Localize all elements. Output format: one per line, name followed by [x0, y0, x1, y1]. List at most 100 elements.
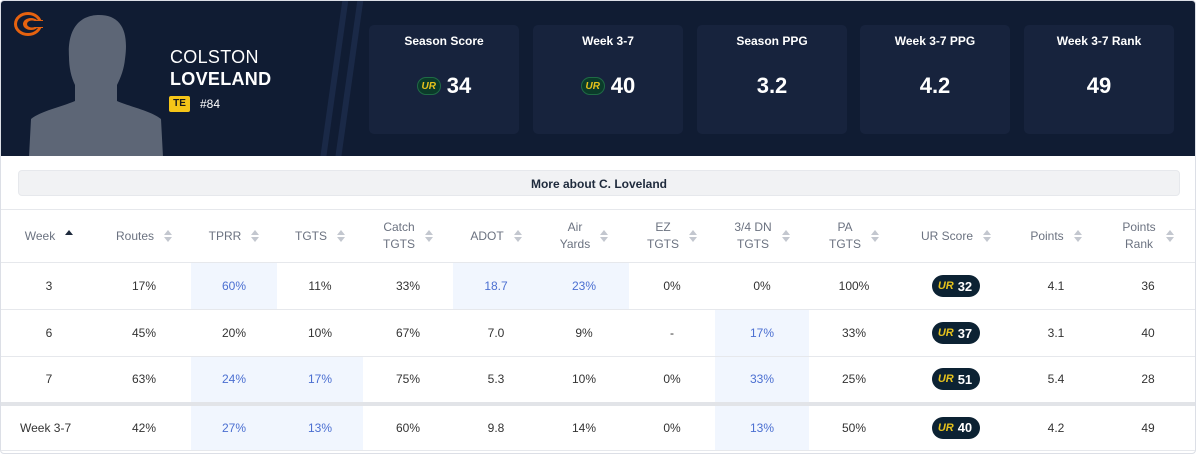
stat-card-season-ppg: Season PPG 3.2: [697, 25, 847, 134]
column-header-catch-tgts[interactable]: Catch TGTS: [363, 209, 453, 263]
stat-card-label: Week 3-7: [582, 34, 634, 48]
sort-icon: [164, 230, 173, 242]
player-silhouette-icon: [29, 15, 163, 156]
stat-card-label: Season PPG: [736, 34, 808, 48]
cell-pa-tgts: 33%: [809, 309, 899, 357]
ur-score-pill: UR 40: [931, 416, 981, 439]
cell-3-4-dn-tgts: 33%: [715, 356, 809, 404]
sort-icon: [781, 230, 790, 242]
cell-points-rank: 28: [1099, 356, 1195, 404]
cell-tgts: 11%: [277, 262, 363, 310]
ur-score-pill: UR 51: [931, 368, 981, 391]
sort-icon: [600, 230, 609, 242]
cell-tprr: 60%: [191, 262, 277, 310]
cell-catch-tgts: 67%: [363, 309, 453, 357]
ur-logo-icon: UR: [937, 373, 954, 386]
cell-pa-tgts: 25%: [809, 356, 899, 404]
stat-card-label: Season Score: [404, 34, 484, 48]
bears-c-logo-icon: [14, 12, 43, 36]
sort-icon: [871, 230, 879, 242]
cell-ez-tgts: -: [629, 309, 715, 357]
sort-icon: [1165, 230, 1174, 242]
cell-pa-tgts: 100%: [809, 262, 899, 310]
ur-logo-icon: UR: [937, 327, 954, 339]
column-header-3-4-dn-tgts[interactable]: 3/4 DN TGTS: [715, 209, 809, 263]
sort-icon: [337, 230, 345, 242]
stat-card-value: 49: [1086, 73, 1112, 98]
player-last-name: LOVELAND: [170, 69, 272, 89]
cell-ur-score: UR 51: [899, 356, 1013, 404]
cell-routes: 17%: [97, 262, 191, 310]
sort-icon: [425, 230, 433, 242]
cell-week: 7: [1, 356, 97, 404]
sort-icon: [1073, 230, 1082, 242]
table-row: 7 63% 24% 17% 75% 5.3 10% 0% 33% 25% UR 5…: [1, 356, 1195, 404]
stat-card-season-score: Season Score UR 34: [369, 25, 519, 134]
more-about-button[interactable]: More about C. Loveland: [18, 170, 1180, 196]
ur-score-pill: UR 32: [931, 275, 981, 297]
table-row: 6 45% 20% 10% 67% 7.0 9% - 17% 33% UR 37 …: [1, 309, 1195, 357]
cell-routes: 42%: [97, 401, 191, 451]
ur-logo-icon: UR: [416, 77, 441, 95]
column-header-tprr[interactable]: TPRR: [191, 209, 277, 263]
column-header-week[interactable]: Week: [1, 209, 97, 263]
column-header-points-rank[interactable]: Points Rank: [1099, 209, 1195, 263]
cell-adot: 5.3: [453, 356, 539, 404]
cell-ez-tgts: 0%: [629, 356, 715, 404]
stat-card-week-range: Week 3-7 UR 40: [533, 25, 683, 134]
ur-logo-icon: UR: [937, 280, 954, 292]
cell-adot: 18.7: [453, 262, 539, 310]
stat-card-week-rank: Week 3-7 Rank 49: [1024, 25, 1174, 134]
cell-points: 5.4: [1013, 356, 1099, 404]
stat-card-label: Week 3-7 Rank: [1056, 34, 1142, 48]
stat-card-week-ppg: Week 3-7 PPG 4.2: [860, 25, 1010, 134]
player-first-name: COLSTON: [170, 47, 259, 67]
cell-tprr: 24%: [191, 356, 277, 404]
cell-tprr: 27%: [191, 401, 277, 451]
cell-catch-tgts: 60%: [363, 401, 453, 451]
cell-air-yards: 10%: [539, 356, 629, 404]
sort-icon: [513, 230, 522, 242]
cell-adot: 9.8: [453, 401, 539, 451]
cell-points: 4.1: [1013, 262, 1099, 310]
stat-card-value: 3.2: [756, 73, 788, 98]
ur-score-pill: UR 37: [931, 322, 981, 344]
column-header-ur-score[interactable]: UR Score: [899, 209, 1013, 263]
sort-icon: [251, 230, 260, 242]
ur-logo-icon: UR: [937, 421, 954, 434]
cell-points-rank: 40: [1099, 309, 1195, 357]
cell-adot: 7.0: [453, 309, 539, 357]
column-header-routes[interactable]: Routes: [97, 209, 191, 263]
cell-air-yards: 9%: [539, 309, 629, 357]
column-header-points[interactable]: Points: [1013, 209, 1099, 263]
table-header-row: Week Routes TPRR TGTS Catch TGTS ADOT Air…: [1, 209, 1195, 263]
weekly-stats-table: Week Routes TPRR TGTS Catch TGTS ADOT Air…: [1, 209, 1195, 451]
column-header-tgts[interactable]: TGTS: [277, 209, 363, 263]
cell-week: Week 3-7: [1, 401, 97, 451]
cell-ez-tgts: 0%: [629, 262, 715, 310]
cell-catch-tgts: 33%: [363, 262, 453, 310]
stat-card-label: Week 3-7 PPG: [894, 34, 976, 48]
cell-week: 3: [1, 262, 97, 310]
cell-points: 3.1: [1013, 309, 1099, 357]
stat-card-value: 40: [610, 73, 636, 98]
cell-3-4-dn-tgts: 17%: [715, 309, 809, 357]
cell-points: 4.2: [1013, 401, 1099, 451]
column-header-pa-tgts[interactable]: PA TGTS: [809, 209, 899, 263]
column-header-adot[interactable]: ADOT: [453, 209, 539, 263]
stat-card-value: 4.2: [919, 73, 951, 98]
cell-tgts: 17%: [277, 356, 363, 404]
cell-catch-tgts: 75%: [363, 356, 453, 404]
table-total-row: Week 3-7 42% 27% 13% 60% 9.8 14% 0% 13% …: [1, 401, 1195, 451]
cell-week: 6: [1, 309, 97, 357]
cell-tgts: 10%: [277, 309, 363, 357]
cell-ez-tgts: 0%: [629, 401, 715, 451]
cell-3-4-dn-tgts: 13%: [715, 401, 809, 451]
column-header-air-yards[interactable]: Air Yards: [539, 209, 629, 263]
column-header-ez-tgts[interactable]: EZ TGTS: [629, 209, 715, 263]
stat-card-value: 34: [446, 73, 472, 98]
cell-air-yards: 23%: [539, 262, 629, 310]
cell-ur-score: UR 40: [899, 401, 1013, 451]
cell-tgts: 13%: [277, 401, 363, 451]
